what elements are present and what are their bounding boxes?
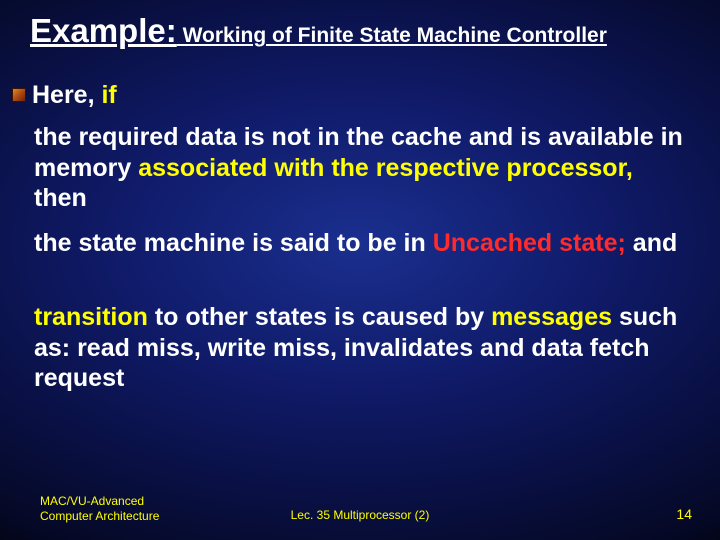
- slide-title: Example: Working of Finite State Machine…: [30, 12, 700, 50]
- p3-c: messages: [491, 303, 612, 331]
- footer-page-number: 14: [676, 506, 692, 522]
- p2-b: Uncached state;: [433, 229, 626, 257]
- paragraph-1: the required data is not in the cache an…: [34, 122, 690, 214]
- footer-left-line1: MAC/VU-Advanced: [40, 494, 159, 509]
- paragraph-3: transition to other states is caused by …: [34, 302, 690, 394]
- p3-a: transition: [34, 303, 148, 331]
- line1-text: Here, if: [32, 80, 117, 111]
- square-bullet-icon: [12, 88, 26, 102]
- p2-a: the state machine is said to be in: [34, 229, 433, 257]
- title-sub: Working of Finite State Machine Controll…: [177, 24, 607, 47]
- p3-b: to other states is caused by: [148, 303, 491, 331]
- title-main: Example:: [30, 12, 177, 49]
- footer-center: Lec. 35 Multiprocessor (2): [0, 508, 720, 522]
- slide: Example: Working of Finite State Machine…: [0, 0, 720, 540]
- bullet-line-1: Here, if: [12, 80, 117, 111]
- p2-c: and: [626, 229, 677, 257]
- p1-b: associated with the respective processor…: [138, 154, 633, 182]
- line1-if: if: [101, 81, 116, 109]
- line1-pre: Here,: [32, 81, 101, 109]
- paragraph-2: the state machine is said to be in Uncac…: [34, 228, 690, 259]
- p1-c: then: [34, 184, 87, 212]
